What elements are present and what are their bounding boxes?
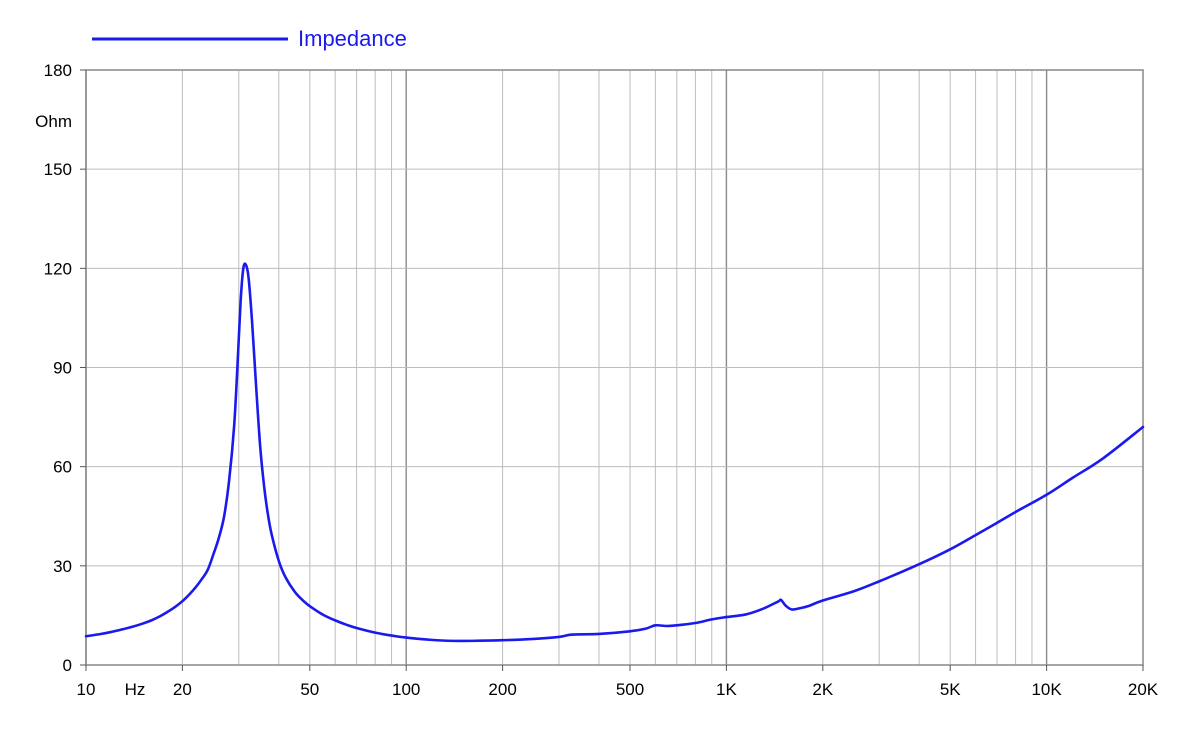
x-axis-unit-label: Hz <box>125 680 146 699</box>
y-axis-unit-label: Ohm <box>35 112 72 131</box>
x-tick-label: 200 <box>488 680 516 699</box>
y-tick-label: 180 <box>44 61 72 80</box>
x-tick-label: 20K <box>1128 680 1159 699</box>
x-tick-label: 100 <box>392 680 420 699</box>
series-line-impedance <box>84 262 1145 643</box>
grid <box>85 69 1144 666</box>
y-tick-label: 150 <box>44 160 72 179</box>
x-tick-label: 1K <box>716 680 737 699</box>
y-tick-label: 120 <box>44 259 72 278</box>
x-tick-label: 10K <box>1031 680 1062 699</box>
legend-label-impedance: Impedance <box>298 26 407 51</box>
series-layer <box>84 262 1145 643</box>
x-tick-label: 50 <box>300 680 319 699</box>
x-tick-label: 20 <box>173 680 192 699</box>
x-tick-label: 5K <box>940 680 961 699</box>
y-tick-label: 30 <box>53 557 72 576</box>
y-tick-label: 90 <box>53 359 72 378</box>
x-axis-ticks: 10 20 50 100 200 500 1K 2K 5K 10K 20K <box>77 665 1159 699</box>
y-axis-ticks: 0 30 60 90 120 150 180 <box>44 61 86 675</box>
x-tick-label: 500 <box>616 680 644 699</box>
y-tick-label: 0 <box>63 656 72 675</box>
y-tick-label: 60 <box>53 458 72 477</box>
legend: Impedance <box>92 26 407 51</box>
x-tick-label: 10 <box>77 680 96 699</box>
x-tick-label: 2K <box>812 680 833 699</box>
